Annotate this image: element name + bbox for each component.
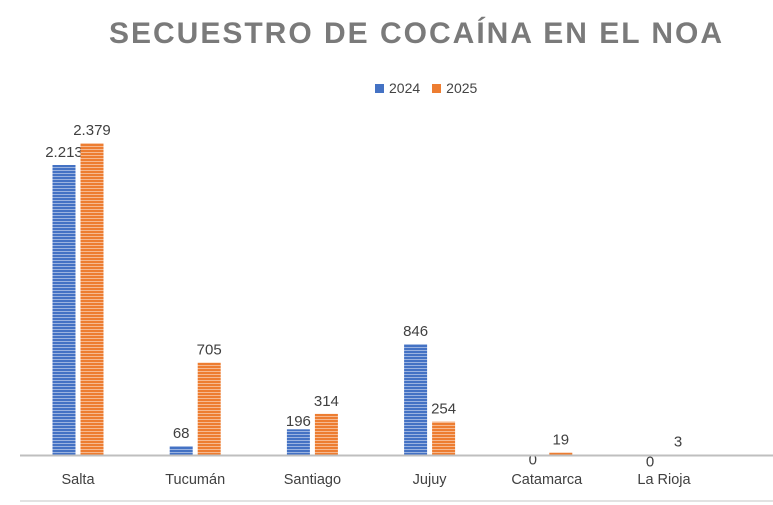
data-label-2025-Tucumán: 705 [197,342,222,359]
data-label-2024-Catamarca: 0 [529,452,537,469]
x-tick-label: Santiago [284,472,341,488]
bar-2025-Jujuy [432,421,456,455]
x-tick-label: Salta [61,472,95,488]
data-label-2024-Jujuy: 846 [403,323,428,340]
bar-2024-Jujuy [404,344,428,455]
bar-2025-Salta [80,143,104,456]
data-label-2025-Jujuy: 254 [431,401,456,418]
bar-2025-Santiago [314,413,338,455]
bar-2024-Santiago [286,429,310,455]
bar-2025-Catamarca [549,452,573,455]
x-tick-label: Tucumán [165,472,225,488]
bar-2024-Salta [52,165,76,455]
data-label-2025-Catamarca: 19 [552,432,569,449]
x-tick-label: La Rioja [637,472,691,488]
legend-swatch-2024 [375,83,384,93]
bar-2025-Tucumán [197,362,221,455]
legend-item-2024: 2024 [375,80,420,96]
chart-title: SECUESTRO DE COCAÍNA EN EL NOA [108,17,725,50]
legend: 2024 2025 [375,80,477,96]
data-label-2024-Santiago: 196 [286,413,311,430]
legend-label-2025: 2025 [446,80,478,96]
bar-2024-Tucumán [169,446,193,455]
data-label-2024-Salta: 2.213 [45,144,83,161]
data-label-2025-La Rioja: 3 [674,434,682,451]
data-label-2025-Santiago: 314 [314,393,339,410]
x-tick-label: Jujuy [413,472,448,488]
x-tick-label: Catamarca [511,472,583,488]
data-label-2024-Tucumán: 68 [173,425,190,442]
legend-label-2024: 2024 [389,80,421,96]
legend-swatch-2025 [432,83,442,93]
data-label-2025-Salta: 2.379 [73,122,111,139]
legend-item-2025: 2025 [432,80,477,96]
data-label-2024-La Rioja: 0 [646,454,654,471]
